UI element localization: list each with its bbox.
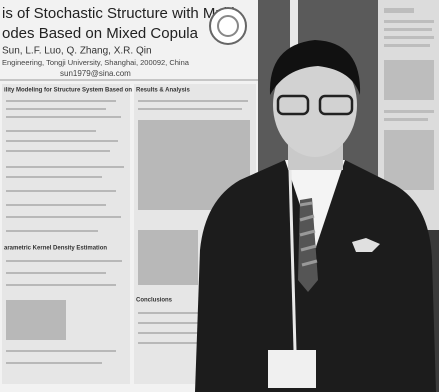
- logo-inner: [217, 15, 239, 37]
- logo: [209, 7, 247, 45]
- shirt: [285, 160, 345, 250]
- section-heading: ility Modeling for Structure System Base…: [4, 88, 132, 94]
- poster-authors: Sun, L.F. Luo, Q. Zhang, X.R. Qin: [2, 46, 152, 57]
- badge: [268, 350, 316, 388]
- section-heading: Conclusions: [136, 298, 173, 304]
- hair: [269, 40, 361, 95]
- poster-title: odes Based on Mixed Copula: [2, 25, 199, 42]
- glasses: [276, 94, 310, 116]
- lanyard: [288, 169, 297, 351]
- poster-email: sun1979@sina.com: [60, 69, 131, 78]
- person: [195, 40, 436, 392]
- face: [273, 53, 357, 157]
- tie: [298, 198, 318, 292]
- section-heading: arametric Kernel Density Estimation: [4, 246, 107, 252]
- poster-title: is of Stochastic Structure with Multi-: [2, 5, 240, 22]
- poster-right-text: [384, 8, 434, 190]
- tie-stripes: [299, 201, 318, 267]
- glasses: [318, 94, 354, 116]
- pocket-square: [352, 238, 380, 252]
- section-heading: Results & Analysis: [136, 88, 190, 94]
- poster-affiliation: Engineering, Tongji University, Shanghai…: [2, 58, 190, 67]
